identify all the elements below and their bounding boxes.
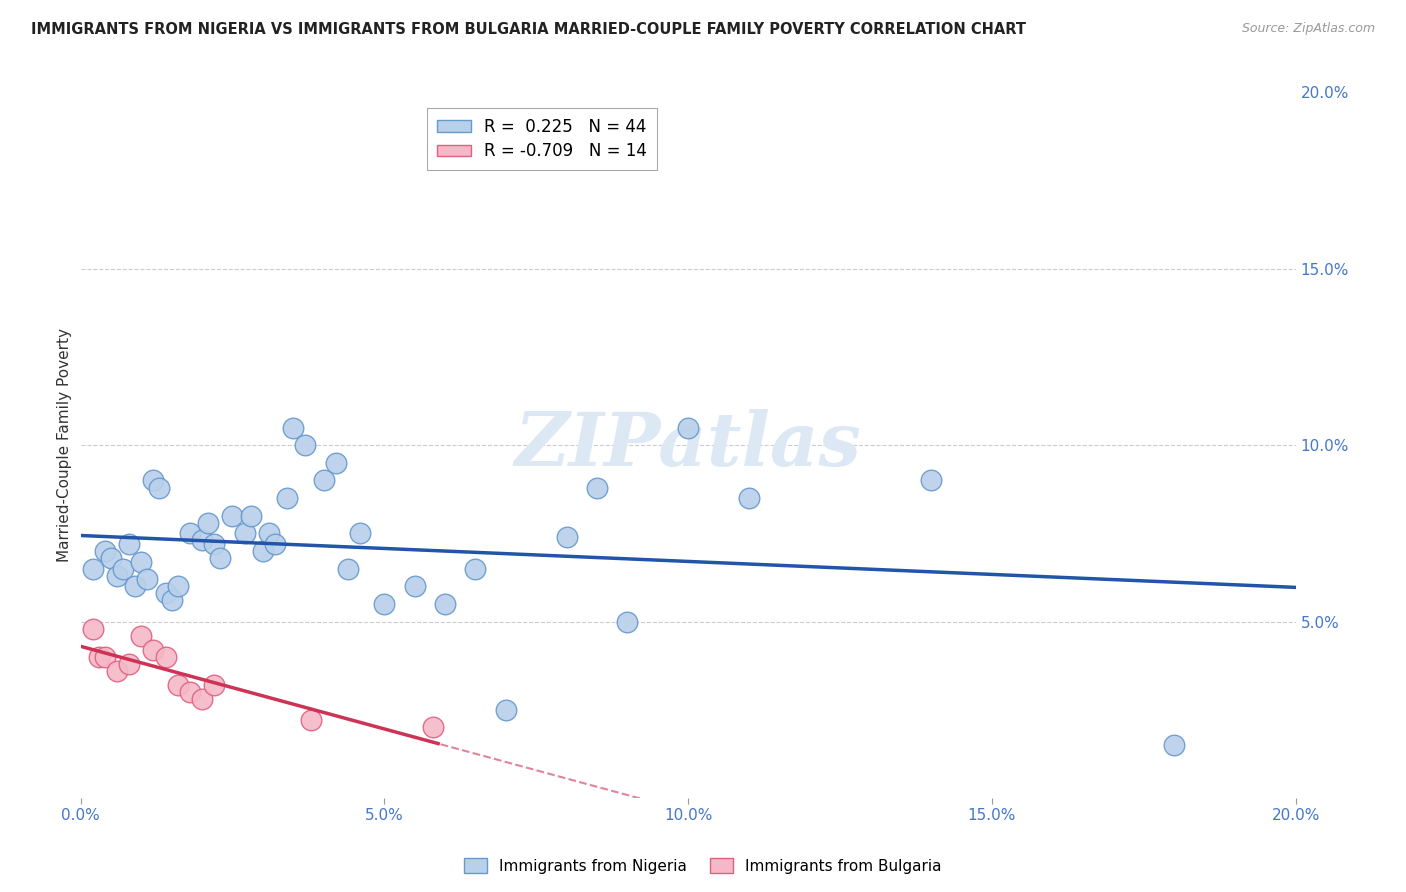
Point <box>257 526 280 541</box>
Legend: Immigrants from Nigeria, Immigrants from Bulgaria: Immigrants from Nigeria, Immigrants from… <box>458 852 948 880</box>
Point <box>264 537 287 551</box>
Point <box>142 474 165 488</box>
Point <box>495 703 517 717</box>
Point <box>738 491 761 505</box>
Point <box>202 537 225 551</box>
Point <box>166 579 188 593</box>
Point <box>404 579 426 593</box>
Point <box>221 508 243 523</box>
Point <box>105 664 128 678</box>
Point <box>87 649 110 664</box>
Point <box>179 526 201 541</box>
Point <box>616 615 638 629</box>
Point <box>136 572 159 586</box>
Point <box>422 721 444 735</box>
Point <box>124 579 146 593</box>
Point <box>148 481 170 495</box>
Point <box>197 516 219 530</box>
Point <box>239 508 262 523</box>
Point <box>94 544 117 558</box>
Point <box>373 597 395 611</box>
Point <box>129 629 152 643</box>
Point <box>586 481 609 495</box>
Point <box>129 555 152 569</box>
Point <box>155 586 177 600</box>
Text: ZIPatlas: ZIPatlas <box>515 409 862 482</box>
Y-axis label: Married-Couple Family Poverty: Married-Couple Family Poverty <box>58 328 72 562</box>
Point <box>336 562 359 576</box>
Point <box>276 491 298 505</box>
Point <box>920 474 942 488</box>
Point <box>349 526 371 541</box>
Point <box>166 678 188 692</box>
Point <box>191 533 214 548</box>
Point <box>191 692 214 706</box>
Point <box>179 685 201 699</box>
Point <box>202 678 225 692</box>
Point <box>299 714 322 728</box>
Point <box>82 622 104 636</box>
Text: IMMIGRANTS FROM NIGERIA VS IMMIGRANTS FROM BULGARIA MARRIED-COUPLE FAMILY POVERT: IMMIGRANTS FROM NIGERIA VS IMMIGRANTS FR… <box>31 22 1026 37</box>
Point <box>118 537 141 551</box>
Point <box>100 551 122 566</box>
Point <box>555 530 578 544</box>
Point <box>105 568 128 582</box>
Legend: R =  0.225   N = 44, R = -0.709   N = 14: R = 0.225 N = 44, R = -0.709 N = 14 <box>427 108 657 170</box>
Point <box>1163 738 1185 752</box>
Point <box>325 456 347 470</box>
Point <box>434 597 457 611</box>
Text: Source: ZipAtlas.com: Source: ZipAtlas.com <box>1241 22 1375 36</box>
Point <box>312 474 335 488</box>
Point <box>209 551 232 566</box>
Point <box>233 526 256 541</box>
Point <box>82 562 104 576</box>
Point <box>155 649 177 664</box>
Point <box>112 562 135 576</box>
Point <box>94 649 117 664</box>
Point <box>160 593 183 607</box>
Point <box>294 438 316 452</box>
Point <box>118 657 141 671</box>
Point <box>464 562 486 576</box>
Point <box>676 420 699 434</box>
Point <box>281 420 304 434</box>
Point <box>142 643 165 657</box>
Point <box>252 544 274 558</box>
